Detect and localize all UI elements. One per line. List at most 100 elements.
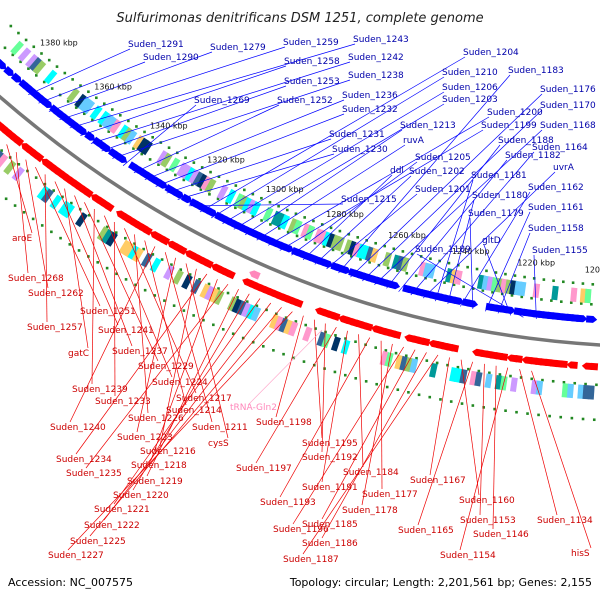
ring-dot bbox=[504, 409, 507, 412]
ring-dot bbox=[456, 263, 460, 267]
forward-gene-label: Suden_1200 bbox=[487, 108, 543, 118]
reverse-gene-label: Suden_1225 bbox=[70, 537, 126, 547]
ring-dot bbox=[52, 189, 55, 192]
forward-connector bbox=[122, 104, 197, 166]
forward-connector bbox=[28, 48, 131, 96]
ring-dot bbox=[407, 391, 410, 394]
reverse-connector bbox=[25, 159, 49, 289]
ring-dot bbox=[573, 381, 577, 385]
ring-dot bbox=[184, 156, 187, 160]
ring-dot bbox=[202, 318, 205, 322]
reverse-gene-label: Suden_1146 bbox=[473, 530, 529, 540]
forward-connector bbox=[350, 93, 543, 278]
accession-text: Accession: NC_007575 bbox=[8, 576, 133, 589]
forward-gene-label: uvrA bbox=[553, 163, 575, 173]
forward-gene-arrow bbox=[181, 193, 193, 204]
ring-dot bbox=[401, 250, 405, 253]
ring-dot bbox=[425, 359, 429, 362]
forward-gene-label: Suden_1158 bbox=[528, 224, 584, 234]
tick-label: 1260 kbp bbox=[388, 231, 426, 240]
reverse-gene-label: Suden_1178 bbox=[342, 506, 398, 516]
ring-dot bbox=[236, 296, 239, 299]
forward-connector bbox=[386, 144, 501, 289]
cog-category-block bbox=[81, 99, 96, 115]
ring-dot bbox=[0, 149, 3, 152]
cog-category-block bbox=[582, 384, 590, 400]
reverse-connector bbox=[134, 234, 149, 414]
forward-connector bbox=[245, 129, 403, 236]
cog-category-block bbox=[245, 304, 257, 320]
ring-dot bbox=[344, 337, 347, 340]
cog-category-block bbox=[566, 383, 574, 399]
cog-category-block bbox=[325, 232, 337, 249]
ring-dot bbox=[269, 223, 272, 226]
cog-category-block bbox=[105, 231, 118, 247]
reverse-gene-label: cysS bbox=[208, 439, 229, 449]
cog-category-block bbox=[104, 116, 119, 132]
ring-dot bbox=[61, 195, 64, 199]
ring-dot bbox=[433, 279, 437, 282]
forward-connector bbox=[69, 43, 356, 129]
ring-dot bbox=[255, 304, 259, 308]
ring-dot bbox=[541, 378, 544, 382]
cog-category-block bbox=[204, 178, 217, 194]
cog-category-block bbox=[116, 124, 130, 140]
ring-dot bbox=[581, 282, 585, 285]
ring-dot bbox=[9, 24, 13, 28]
forward-gene-label: Suden_1205 bbox=[415, 153, 471, 163]
cog-category-block bbox=[10, 40, 25, 56]
cog-category-block bbox=[231, 298, 243, 314]
ring-dot bbox=[320, 223, 324, 226]
ring-dot bbox=[31, 217, 35, 221]
ring-dot bbox=[172, 304, 176, 307]
reverse-connector bbox=[15, 152, 29, 274]
reverse-gene-label: Suden_1186 bbox=[302, 539, 358, 549]
cog-category-block bbox=[330, 234, 341, 250]
reverse-connector bbox=[313, 319, 323, 439]
ring-dot bbox=[429, 257, 432, 261]
ring-dot bbox=[179, 268, 183, 271]
ring-dot bbox=[374, 346, 377, 349]
ring-dot bbox=[415, 356, 418, 360]
ring-dot bbox=[331, 248, 335, 252]
ring-dot bbox=[571, 281, 575, 285]
forward-gene-arrow bbox=[115, 153, 128, 164]
cog-category-block bbox=[321, 333, 332, 349]
forward-gene-label: Suden_1179 bbox=[468, 209, 524, 219]
tick-label: 1320 kbp bbox=[207, 156, 245, 165]
forward-gene-label: Suden_1253 bbox=[284, 77, 340, 87]
reverse-connector bbox=[159, 268, 197, 447]
forward-gene-label: Suden_1232 bbox=[342, 105, 398, 115]
reverse-gene-arrow bbox=[224, 269, 236, 280]
ring-dot bbox=[251, 215, 255, 218]
cog-category-block bbox=[203, 285, 216, 301]
forward-connector bbox=[48, 51, 213, 112]
ring-dot bbox=[242, 210, 246, 214]
reverse-connector bbox=[429, 357, 450, 476]
forward-connector bbox=[410, 151, 535, 296]
ring-dot bbox=[17, 163, 21, 166]
ring-dot bbox=[140, 152, 144, 156]
ring-dot bbox=[294, 320, 298, 323]
reverse-gene-label: Suden_1220 bbox=[113, 491, 169, 501]
ring-dot bbox=[142, 247, 145, 251]
ring-dot bbox=[375, 382, 378, 386]
cog-category-block bbox=[250, 306, 262, 322]
reverse-connector bbox=[69, 246, 156, 423]
reverse-connector bbox=[292, 346, 404, 525]
ring-dot bbox=[13, 204, 17, 207]
ring-dot bbox=[359, 258, 362, 261]
reverse-gene-label: Suden_1257 bbox=[27, 323, 83, 333]
ring-dot bbox=[170, 263, 173, 266]
forward-gene-label: Suden_1213 bbox=[400, 121, 456, 131]
reverse-gene-label: Suden_1214 bbox=[166, 406, 222, 416]
forward-connector bbox=[435, 179, 474, 302]
reverse-connector bbox=[321, 323, 326, 453]
ring-dot bbox=[110, 108, 114, 111]
cog-category-block bbox=[101, 228, 114, 245]
ring-dot bbox=[182, 178, 186, 182]
forward-gene-arrow bbox=[205, 207, 218, 217]
rna-connector bbox=[247, 329, 323, 406]
ring-dot bbox=[105, 266, 109, 270]
reverse-connector bbox=[150, 279, 218, 461]
